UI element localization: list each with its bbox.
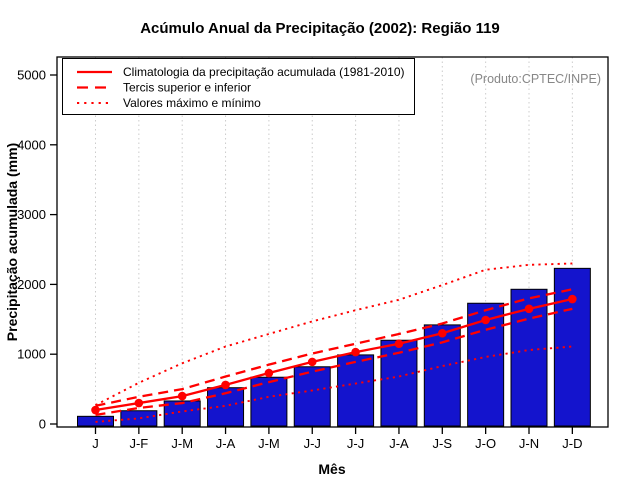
- x-tick-label: J-D: [562, 436, 582, 451]
- x-tick-label: J-A: [389, 436, 409, 451]
- climatology-lines: [91, 262, 577, 423]
- bar-J-M: [163, 400, 201, 427]
- product-credit: (Produto:CPTEC/INPE): [470, 72, 601, 86]
- y-tick-label: 2000: [17, 277, 46, 292]
- y-tick-label: 5000: [17, 68, 46, 83]
- climatology-point: [351, 347, 360, 357]
- climatology-point: [134, 398, 144, 408]
- climatology-point: [568, 294, 577, 304]
- accumulation-bars: [77, 267, 591, 427]
- x-tick-label: J-S: [433, 436, 453, 451]
- bar-J-F: [120, 410, 158, 427]
- y-axis-title: Precipitação acumulada (mm): [4, 143, 20, 341]
- y-tick-label: 0: [39, 417, 46, 432]
- chart-title: Acúmulo Anual da Precipitação (2002): Re…: [140, 20, 500, 37]
- climatology-point: [481, 315, 490, 325]
- legend-label-climatology: Climatologia da precipitação acumulada (…: [123, 65, 405, 79]
- x-tick-label: J-F: [129, 436, 148, 451]
- x-tick-label: J-N: [519, 436, 539, 451]
- y-tick-label: 3000: [17, 207, 46, 222]
- line-dashed: [95, 288, 573, 407]
- climatology-point: [524, 304, 534, 314]
- x-tick-label: J-J: [304, 436, 321, 451]
- y-tick-label: 1000: [17, 347, 46, 362]
- legend-border: [62, 58, 415, 115]
- legend: Climatologia da precipitação acumulada (…: [62, 58, 415, 115]
- line-solid: [95, 297, 573, 412]
- legend-label-maxmin: Valores máximo e mínimo: [123, 96, 261, 110]
- line-dashed: [95, 307, 573, 417]
- x-tick-label: J-A: [216, 436, 236, 451]
- x-tick-label: J: [92, 436, 99, 451]
- climatology-point: [438, 328, 447, 338]
- x-tick-label: J-J: [347, 436, 364, 451]
- x-tick-label: J-M: [171, 436, 193, 451]
- bar-J-S: [423, 324, 461, 427]
- climatology-point: [394, 339, 404, 349]
- gridlines: [95, 57, 573, 427]
- climatology-point: [221, 380, 230, 390]
- bar-J-J: [337, 354, 375, 427]
- bar-J-J: [293, 366, 331, 427]
- x-tick-label: J-M: [258, 436, 280, 451]
- legend-label-tercis: Tercis superior e inferior: [123, 81, 251, 95]
- x-tick-label: J-O: [475, 436, 496, 451]
- plot-border: [56, 56, 609, 428]
- bar-J-D: [553, 267, 591, 427]
- climatology-point: [177, 391, 187, 401]
- climatology-point: [307, 357, 317, 367]
- x-axis-title: Mês: [318, 461, 345, 477]
- line-dotted: [95, 345, 573, 423]
- axes-ticks: 0 1000 2000 3000 4000 5000 J J-F J-M J-A J-M J-J J-J…: [17, 68, 582, 452]
- climatology-point: [91, 405, 100, 415]
- y-tick-label: 4000: [17, 137, 46, 152]
- climatology-point: [264, 368, 274, 378]
